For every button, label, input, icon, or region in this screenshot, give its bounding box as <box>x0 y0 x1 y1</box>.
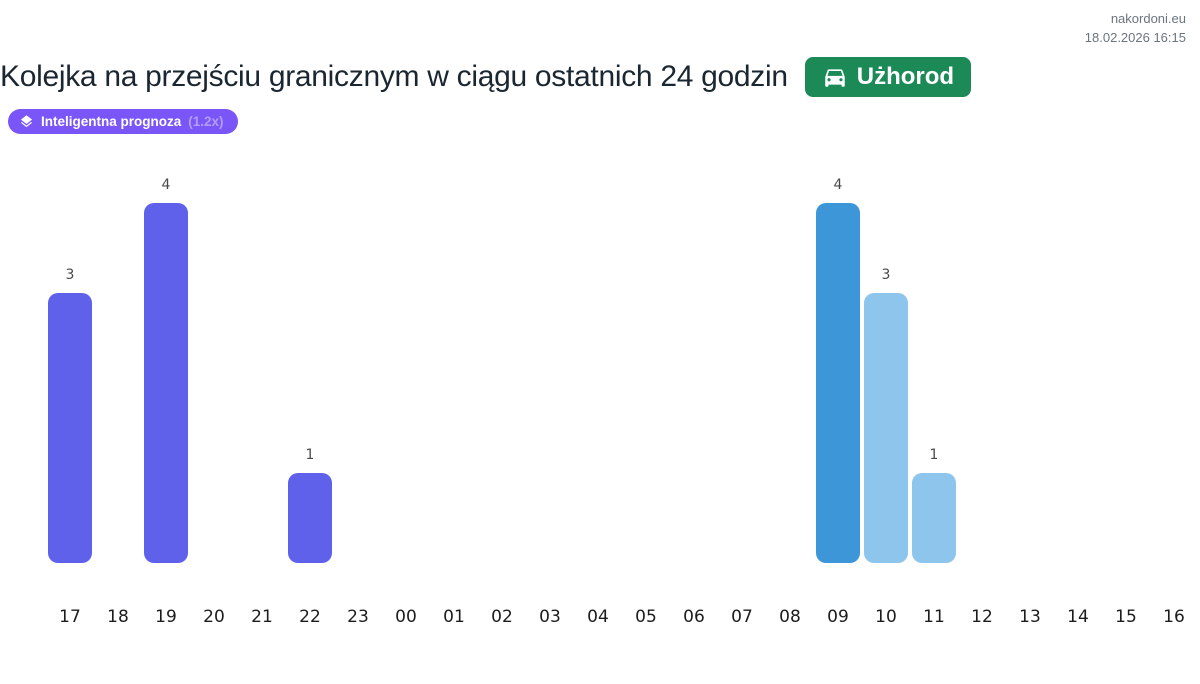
x-tick-23: 23 <box>347 607 369 627</box>
x-tick-05: 05 <box>635 607 657 627</box>
crossing-badge[interactable]: Użhorod <box>804 57 972 97</box>
x-tick-09: 09 <box>827 607 849 627</box>
x-tick-11: 11 <box>923 607 945 627</box>
car-icon <box>822 64 848 90</box>
layers-icon <box>19 114 34 129</box>
bar-value-label-19: 4 <box>161 177 171 193</box>
bar-value-label-11: 1 <box>929 447 939 463</box>
x-tick-18: 18 <box>107 607 129 627</box>
forecast-badge[interactable]: Inteligentna prognoza (1.2x) <box>8 109 238 134</box>
chart-column-11: 1 <box>910 447 958 563</box>
forecast-badge-label: Inteligentna prognoza <box>41 114 182 129</box>
timestamp: 18.02.2026 16:15 <box>1084 29 1186 45</box>
bar-22[interactable] <box>288 473 332 563</box>
x-tick-17: 17 <box>59 607 81 627</box>
chart-column-10: 3 <box>862 267 910 563</box>
bar-17[interactable] <box>48 293 92 563</box>
forecast-multiplier: (1.2x) <box>188 114 224 129</box>
x-tick-19: 19 <box>155 607 177 627</box>
x-tick-13: 13 <box>1019 607 1041 627</box>
x-tick-12: 12 <box>971 607 993 627</box>
chart-columns: 3 4 1 4 3 1 <box>46 150 1198 563</box>
chart-column-19: 4 <box>142 177 190 563</box>
bar-19[interactable] <box>144 203 188 563</box>
x-tick-07: 07 <box>731 607 753 627</box>
chart-column-22: 1 <box>286 447 334 563</box>
x-tick-15: 15 <box>1115 607 1137 627</box>
x-tick-10: 10 <box>875 607 897 627</box>
chart-column-17: 3 <box>46 267 94 563</box>
x-tick-22: 22 <box>299 607 321 627</box>
x-tick-16: 16 <box>1163 607 1185 627</box>
bar-09[interactable] <box>816 203 860 563</box>
page-title: Kolejka na przejściu granicznym w ciągu … <box>0 60 788 93</box>
bar-value-label-17: 3 <box>65 267 75 283</box>
bar-11[interactable] <box>912 473 956 563</box>
bar-10[interactable] <box>864 293 908 563</box>
bar-value-label-22: 1 <box>305 447 315 463</box>
x-tick-21: 21 <box>251 607 273 627</box>
chart-column-09: 4 <box>814 177 862 563</box>
x-tick-08: 08 <box>779 607 801 627</box>
crossing-badge-label: Użhorod <box>856 63 955 90</box>
x-tick-03: 03 <box>539 607 561 627</box>
x-tick-01: 01 <box>443 607 465 627</box>
title-row: Kolejka na przejściu granicznym w ciągu … <box>0 57 1200 97</box>
site-name: nakordoni.eu <box>1110 11 1186 26</box>
x-tick-14: 14 <box>1067 607 1089 627</box>
bar-value-label-09: 4 <box>833 177 843 193</box>
x-tick-04: 04 <box>587 607 609 627</box>
x-tick-20: 20 <box>203 607 225 627</box>
chart-ticks: 17 18 19 20 21 22 23 00 01 02 03 04 05 06 07 08 09 10 11 12… <box>46 607 1198 627</box>
x-tick-06: 06 <box>683 607 705 627</box>
x-tick-00: 00 <box>395 607 417 627</box>
bar-value-label-10: 3 <box>881 267 891 283</box>
site-meta: nakordoni.eu 18.02.2026 16:15 <box>1085 10 1186 48</box>
x-tick-02: 02 <box>491 607 513 627</box>
